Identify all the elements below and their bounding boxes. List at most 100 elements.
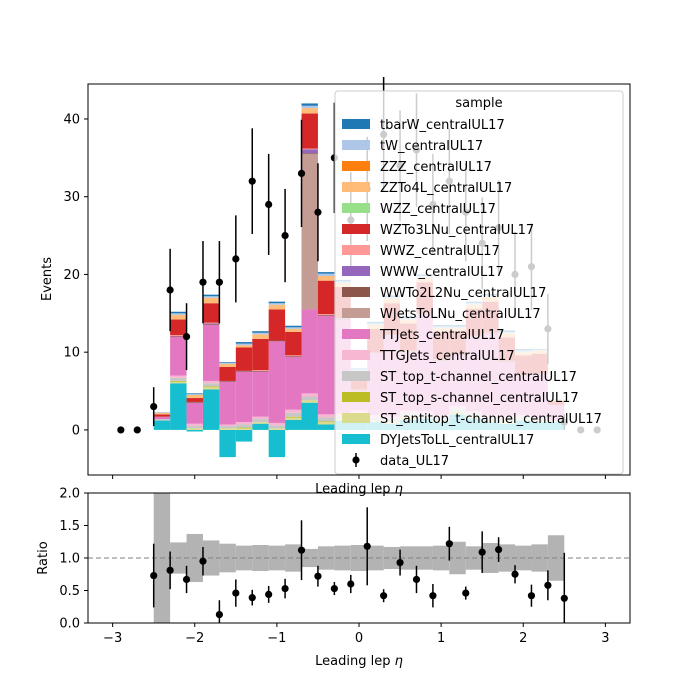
ratio-y-tick-label: 1.5 — [59, 519, 80, 534]
legend-label-wzz-centralul17: WZZ_centralUL17 — [380, 202, 496, 217]
legend-label-tbarw-centralul17: tbarW_centralUL17 — [380, 118, 505, 133]
stack-bar-ttjets-centralul17 — [219, 381, 236, 425]
stack-bar-wzto3lnu-centralul17 — [186, 398, 203, 402]
legend-label-wwz-centralul17: WWZ_centralUL17 — [380, 244, 500, 259]
data-point — [182, 333, 191, 341]
ratio-y-tick-label: 0.0 — [59, 617, 80, 632]
stack-bar-dyjetstoll-centralul17 — [268, 429, 286, 458]
stack-bar-wwz-centralul17 — [317, 314, 335, 315]
legend-swatch-wwto2l2nu-centralul17 — [342, 287, 370, 297]
stack-bar-st-top-t-channel-centralul17 — [252, 419, 269, 423]
main-y-ticks: 0 10 20 30 40 — [63, 112, 88, 438]
stack-bar-tw-centralul17 — [301, 105, 318, 109]
stack-bar-tbarw-centralul17 — [301, 103, 318, 106]
stack-bar-st-antitop-t-channel-centralul17 — [170, 381, 187, 384]
ratio-panel: 0.0 0.5 1.0 1.5 2.0 −3 −2 −1 0 1 2 3 Ratio Leading… — [36, 487, 631, 669]
main-y-tick-label: 0 — [72, 423, 80, 438]
uncertainty-band-bin — [301, 548, 318, 568]
ratio-point — [281, 584, 289, 593]
legend-swatch-tbarw-centralul17 — [342, 119, 370, 129]
stack-bar-st-antitop-t-channel-centralul17 — [219, 428, 236, 430]
data-point — [117, 426, 125, 434]
stack-bar-tbarw-centralul17 — [186, 393, 203, 395]
stack-bar-zzto4l-centralul17 — [285, 328, 302, 332]
stack-bar-st-top-s-channel-centralul17 — [285, 416, 302, 418]
stack-bar-wwto2l2nu-centralul17 — [219, 380, 236, 382]
uncertainty-band-bin — [285, 544, 302, 572]
legend-swatch-ttgjets-centralul17 — [342, 350, 370, 360]
stack-bar-dyjetstoll-centralul17 — [317, 424, 335, 430]
stack-bar-st-top-t-channel-centralul17 — [202, 383, 220, 387]
stack-bar-zzto4l-centralul17 — [301, 108, 318, 114]
uncertainty-band-bin — [367, 545, 384, 571]
main-y-tick-label: 10 — [63, 346, 80, 361]
stack-bar-wwz-centralul17 — [301, 148, 318, 150]
stack-bar-ttjets-centralul17 — [153, 416, 171, 420]
legend-label-zzz-centralul17: ZZZ_centralUL17 — [380, 160, 492, 175]
stack-bar-tbarw-centralul17 — [219, 362, 236, 364]
ratio-point — [495, 545, 503, 554]
ratio-x-tick-label: −3 — [103, 631, 122, 646]
legend-data-marker — [352, 456, 360, 464]
data-point — [199, 278, 207, 286]
stack-bar-tw-centralul17 — [186, 394, 203, 395]
ratio-point — [199, 557, 207, 565]
stack-bar-st-top-t-channel-centralul17 — [268, 425, 286, 429]
stack-bar-ttjets-centralul17 — [285, 356, 302, 410]
stack-bar-st-top-s-channel-centralul17 — [235, 427, 253, 429]
stack-bar-dyjetstoll-centralul17 — [301, 402, 318, 430]
data-point — [265, 200, 273, 209]
ratio-point — [314, 572, 322, 580]
legend-label-dyjetstoll-centralul17: DYJetsToLL_centralUL17 — [380, 433, 534, 448]
stack-bar-dyjetstoll-centralul17 — [252, 423, 269, 430]
ratio-point — [380, 592, 388, 600]
data-point — [232, 255, 240, 263]
stack-bar-st-top-t-channel-centralul17 — [170, 377, 187, 381]
stack-bar-ttgjets-centralul17 — [170, 375, 187, 378]
stack-bar-st-top-t-channel-centralul17 — [153, 419, 171, 421]
legend-title: sample — [455, 96, 502, 111]
ratio-point — [396, 558, 404, 567]
stack-bar-ttgjets-centralul17 — [219, 424, 236, 427]
stack-bar-st-antitop-t-channel-centralul17 — [285, 417, 302, 420]
legend-label-st-top-s-channel-centralul17: ST_top_s-channel_centralUL17 — [380, 391, 579, 406]
stack-bar-wwto2l2nu-centralul17 — [317, 314, 335, 316]
stack-bar-tbarw-centralul17 — [170, 311, 187, 314]
stack-bar-www-centralul17 — [202, 323, 220, 325]
main-y-tick-label: 30 — [63, 190, 80, 205]
ratio-point — [182, 575, 191, 584]
stack-bar-tw-centralul17 — [317, 273, 335, 277]
ratio-point — [560, 594, 568, 602]
stack-bar-wwz-centralul17 — [252, 370, 269, 371]
stack-bar-wzto3lnu-centralul17 — [202, 303, 220, 323]
legend-swatch-wzz-centralul17 — [342, 203, 370, 213]
stack-bar-wwz-centralul17 — [170, 335, 187, 336]
data-point — [150, 402, 158, 411]
main-y-tick-label: 40 — [63, 112, 80, 127]
stack-bar-tw-centralul17 — [202, 296, 220, 298]
stack-bar-wzto3lnu-centralul17 — [252, 338, 269, 371]
stack-bar-ttjets-centralul17 — [170, 336, 187, 376]
stack-bar-st-antitop-t-channel-centralul17 — [301, 400, 318, 403]
data-point — [281, 231, 289, 240]
legend-label-st-antitop-t-channel-centralul17: ST_antitop_t-channel_centralUL17 — [380, 412, 602, 427]
data-point — [248, 177, 256, 185]
stack-bar-wwto2l2nu-centralul17 — [170, 335, 187, 337]
legend-label-data-ul17: data_UL17 — [380, 454, 449, 469]
legend-label-st-top-t-channel-centralul17: ST_top_t-channel_centralUL17 — [380, 370, 577, 385]
legend-swatch-dyjetstoll-centralul17 — [342, 434, 370, 444]
legend-label-tw-centralul17: tW_centralUL17 — [380, 139, 483, 154]
legend-swatch-zzz-centralul17 — [342, 161, 370, 171]
stack-bar-ttjets-centralul17 — [202, 324, 220, 381]
stack-bar-dyjetstoll-centralul17 — [153, 420, 171, 430]
stack-bar-ttjets-centralul17 — [235, 371, 253, 423]
data-point — [215, 278, 223, 286]
stack-bar-st-antitop-t-channel-centralul17 — [186, 428, 203, 430]
ratio-x-tick-label: −2 — [185, 631, 204, 646]
stack-bar-st-top-s-channel-centralul17 — [317, 421, 335, 423]
stack-bar-dyjetstoll-centralul17 — [285, 419, 302, 430]
ratio-point — [248, 594, 256, 602]
stack-bar-ttjets-centralul17 — [301, 309, 318, 394]
ratio-point — [232, 589, 240, 597]
